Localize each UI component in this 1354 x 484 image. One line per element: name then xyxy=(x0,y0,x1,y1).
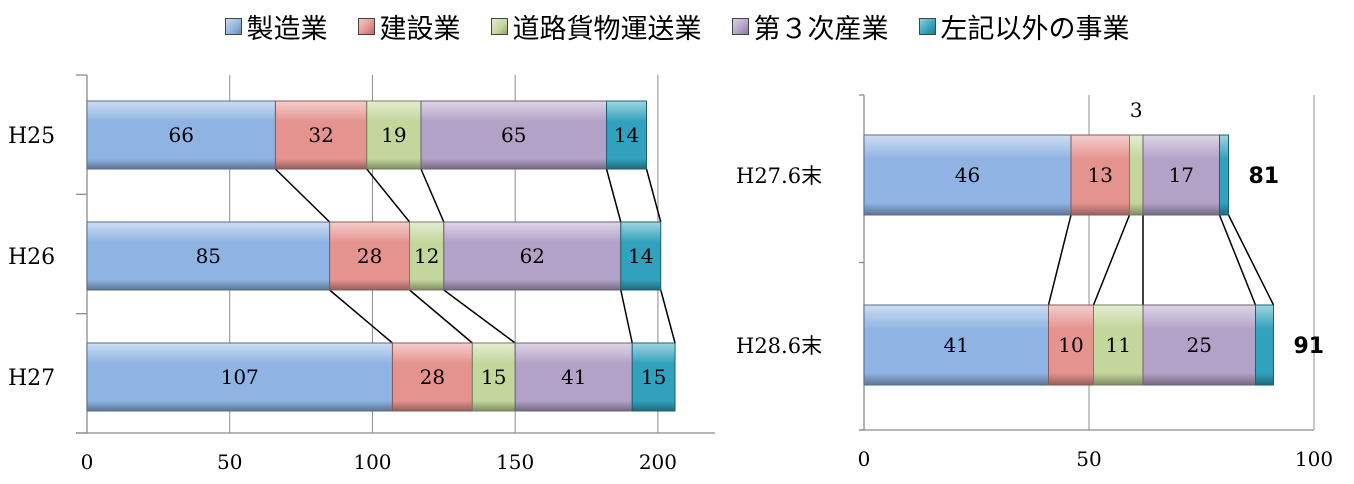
data-label: 13 xyxy=(1088,163,1113,187)
bar-segment xyxy=(86,221,331,291)
bar-segment xyxy=(366,100,422,170)
data-label: 85 xyxy=(196,244,221,268)
series-line xyxy=(409,289,473,344)
total-label: 81 xyxy=(1249,164,1280,189)
y-category-label: H25 xyxy=(8,124,55,149)
legend-label: 建設業 xyxy=(379,13,461,45)
legend-label: 第３次産業 xyxy=(753,13,889,45)
data-label: 32 xyxy=(308,123,333,147)
series-line xyxy=(645,168,662,223)
x-tick-label: 50 xyxy=(217,450,242,474)
bar-segment xyxy=(620,221,662,291)
bar-segment xyxy=(606,100,647,170)
x-tick-label: 200 xyxy=(639,450,677,474)
data-label: 62 xyxy=(520,244,545,268)
bar-segment xyxy=(1219,134,1229,216)
data-label: 11 xyxy=(1106,333,1131,357)
series-line xyxy=(620,289,633,344)
data-label: 14 xyxy=(614,123,639,147)
x-tick-label: 100 xyxy=(353,450,391,474)
y-category-label: H28.6末 xyxy=(736,334,822,358)
series-line xyxy=(1092,214,1131,306)
data-label: 41 xyxy=(944,333,969,357)
legend-item: 第３次産業 xyxy=(731,7,889,46)
legend-item: 建設業 xyxy=(357,7,461,46)
bar-segment xyxy=(86,342,393,412)
data-label: 41 xyxy=(561,365,586,389)
bar-segment xyxy=(86,100,276,170)
data-label: 3 xyxy=(1130,98,1143,122)
data-label: 15 xyxy=(641,365,666,389)
bar-segment xyxy=(1142,304,1256,386)
bar-segment xyxy=(863,134,1072,216)
data-label: 28 xyxy=(420,365,445,389)
data-label: 19 xyxy=(381,123,406,147)
data-label: 14 xyxy=(628,244,653,268)
series-line xyxy=(605,168,622,223)
series-line xyxy=(1047,214,1072,306)
bar-segment xyxy=(1070,134,1130,216)
series-line xyxy=(443,289,516,344)
data-label: 12 xyxy=(414,244,439,268)
data-label: 25 xyxy=(1187,333,1212,357)
data-label: 107 xyxy=(221,365,259,389)
data-label: 66 xyxy=(168,123,193,147)
bar-segment xyxy=(1129,134,1144,216)
bar-segment xyxy=(471,342,516,412)
series-line xyxy=(366,168,411,223)
bar-segment xyxy=(443,221,622,291)
total-label: 91 xyxy=(1294,334,1325,359)
bar-segment xyxy=(1093,304,1144,386)
legend-swatch xyxy=(490,17,508,35)
bar-segment xyxy=(1142,134,1220,216)
bar-segment xyxy=(274,100,368,170)
legend-swatch xyxy=(731,17,749,35)
x-tick-label: 150 xyxy=(496,450,534,474)
data-label: 28 xyxy=(357,244,382,268)
chart-industry-h27-h28-june: 0 50 100 H27.6末 46 13 3 17 81 H28.6末 41 10 11 25 91 xyxy=(736,94,1333,471)
legend-swatch xyxy=(918,17,936,35)
bar-segment xyxy=(329,221,411,291)
series-line xyxy=(329,289,393,344)
y-category-label: H26 xyxy=(8,245,55,270)
legend-swatch xyxy=(357,17,375,35)
legend-item: 左記以外の事業 xyxy=(918,7,1130,46)
x-tick-label: 50 xyxy=(1076,447,1101,471)
bar-segment xyxy=(391,342,473,412)
series-line xyxy=(420,168,445,223)
x-tick-label: 0 xyxy=(81,450,94,474)
chart-legend: 製造業 建設業 道路貨物運送業 第３次産業 左記以外の事業 xyxy=(0,0,1354,52)
data-label: 10 xyxy=(1058,333,1083,357)
legend-label: 道路貨物運送業 xyxy=(512,13,702,45)
data-label: 46 xyxy=(955,163,980,187)
x-tick-label: 100 xyxy=(1295,447,1333,471)
series-line xyxy=(1218,214,1257,306)
legend-item: 道路貨物運送業 xyxy=(490,7,702,46)
bar-segment xyxy=(1255,304,1274,386)
y-category-label: H27 xyxy=(8,366,55,391)
data-label: 15 xyxy=(481,365,506,389)
series-line xyxy=(1227,214,1275,306)
bar-segment xyxy=(514,342,633,412)
data-label: 65 xyxy=(501,123,526,147)
bar-segment xyxy=(1048,304,1094,386)
series-line xyxy=(660,289,676,344)
x-tick-label: 0 xyxy=(858,447,871,471)
y-category-label: H27.6末 xyxy=(736,164,822,188)
legend-label: 製造業 xyxy=(246,13,328,45)
legend-label: 左記以外の事業 xyxy=(940,13,1130,45)
legend-swatch xyxy=(224,17,242,35)
bar-segment xyxy=(420,100,608,170)
bar-segment xyxy=(631,342,676,412)
bar-segment xyxy=(409,221,445,291)
series-line xyxy=(274,168,331,223)
data-label: 17 xyxy=(1169,163,1194,187)
legend-item: 製造業 xyxy=(224,7,328,46)
chart-industry-h25-h27: 0 50 100 150 200 H25 66 32 19 65 14 H26 85 28 12 62 14 H2… xyxy=(8,74,715,474)
